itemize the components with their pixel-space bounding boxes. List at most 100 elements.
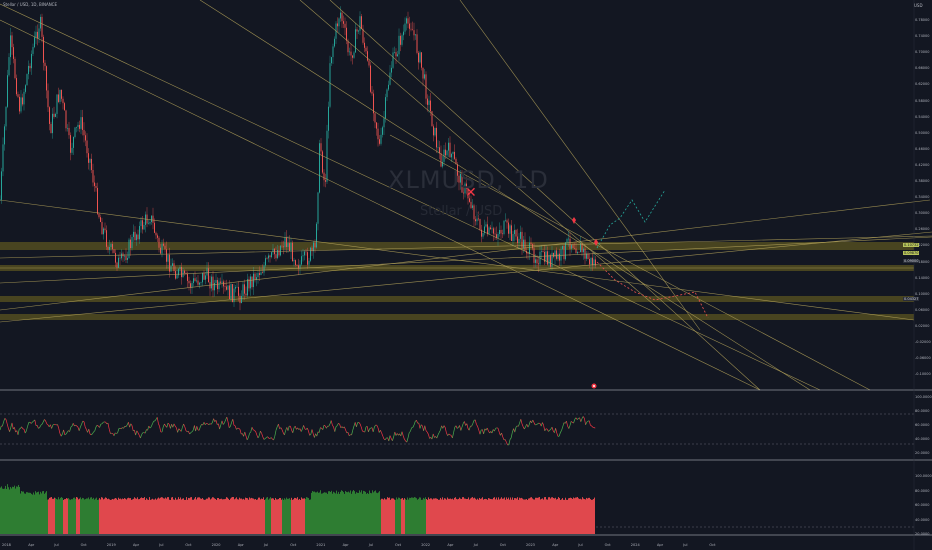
rsi-segment bbox=[266, 436, 268, 438]
volume-bar bbox=[548, 497, 549, 534]
candle-body bbox=[353, 52, 355, 58]
candle-body bbox=[292, 242, 293, 262]
time-axis-label: Jul bbox=[683, 543, 688, 547]
rsi-segment bbox=[302, 425, 304, 430]
rsi-segment bbox=[320, 427, 322, 429]
candle-body bbox=[245, 293, 247, 296]
candle-body bbox=[305, 251, 307, 253]
volume-bar bbox=[289, 498, 290, 534]
rsi-segment bbox=[483, 428, 486, 435]
volume-bar bbox=[55, 498, 56, 534]
rsi-segment bbox=[173, 423, 176, 427]
volume-bar bbox=[182, 498, 183, 534]
volume-bar bbox=[277, 499, 278, 534]
volume-bar bbox=[169, 499, 170, 534]
candle-body bbox=[254, 273, 256, 280]
rsi-segment bbox=[524, 426, 526, 430]
candle-body bbox=[505, 220, 506, 221]
volume-bar bbox=[365, 491, 366, 534]
rsi-segment bbox=[125, 424, 128, 427]
candle-body bbox=[142, 220, 143, 230]
rsi-segment bbox=[51, 424, 54, 429]
candle-body bbox=[226, 286, 227, 290]
candle-body bbox=[508, 222, 509, 234]
volume-bar bbox=[254, 499, 255, 534]
volume-bar bbox=[350, 490, 351, 534]
candle-body bbox=[592, 257, 593, 266]
volume-bar bbox=[405, 499, 406, 534]
volume-bar bbox=[272, 498, 273, 534]
candle-body bbox=[299, 264, 301, 269]
candle-body bbox=[496, 234, 497, 238]
volume-bar bbox=[194, 498, 195, 534]
rsi-segment bbox=[384, 437, 387, 441]
candle-body bbox=[376, 122, 377, 129]
rsi-segment bbox=[74, 424, 76, 427]
candle-body bbox=[166, 249, 167, 262]
volume-bar bbox=[384, 498, 385, 534]
volume-bar bbox=[452, 498, 453, 534]
time-axis-label: Jul bbox=[578, 543, 583, 547]
rsi-segment bbox=[188, 431, 190, 435]
rsi-segment bbox=[453, 427, 456, 433]
candle-body bbox=[56, 94, 58, 114]
volume-bar bbox=[209, 497, 210, 534]
rsi-segment bbox=[468, 425, 471, 431]
rsi-segment bbox=[392, 436, 394, 441]
rsi-segment bbox=[184, 426, 187, 431]
volume-bar bbox=[149, 497, 150, 534]
volume-bar bbox=[299, 498, 300, 534]
volume-bar bbox=[300, 499, 301, 534]
candle-body bbox=[479, 218, 481, 230]
rsi-segment bbox=[394, 431, 397, 436]
candle-body bbox=[2, 144, 4, 172]
rsi-segment bbox=[152, 421, 154, 425]
volume-bar bbox=[171, 497, 172, 534]
rsi-segment bbox=[14, 427, 16, 433]
candle-body bbox=[304, 251, 305, 256]
volume-bar bbox=[243, 498, 244, 534]
volume-bar bbox=[472, 497, 473, 534]
volume-bar bbox=[76, 497, 77, 534]
volume-bar bbox=[210, 499, 211, 534]
volume-bar bbox=[303, 498, 304, 534]
volume-bar bbox=[186, 497, 187, 534]
volume-bar bbox=[143, 498, 144, 534]
volume-bar bbox=[429, 499, 430, 534]
volume-bar bbox=[47, 499, 48, 534]
rsi-segment bbox=[99, 424, 102, 428]
volume-bar bbox=[551, 497, 552, 534]
volume-bar bbox=[112, 498, 113, 534]
volume-bar bbox=[356, 492, 357, 534]
rsi-segment bbox=[11, 422, 14, 429]
rsi-segment bbox=[84, 426, 87, 430]
candle-body bbox=[487, 224, 488, 235]
volume-bar bbox=[349, 492, 350, 534]
candle-body bbox=[67, 127, 68, 129]
candle-body bbox=[476, 218, 478, 222]
candle-body bbox=[367, 51, 368, 61]
volume-bar bbox=[286, 497, 287, 534]
volume-bar bbox=[242, 499, 243, 534]
rsi-segment bbox=[36, 425, 39, 429]
candle-body bbox=[409, 23, 410, 29]
candle-body bbox=[571, 244, 572, 249]
volume-bar bbox=[128, 497, 129, 534]
rsi-segment bbox=[380, 430, 382, 434]
candle-body bbox=[187, 274, 188, 281]
candle-body bbox=[23, 91, 25, 105]
volume-bar bbox=[244, 499, 245, 534]
candle-body bbox=[421, 52, 422, 68]
volume-bar bbox=[563, 499, 564, 534]
volume-bar bbox=[176, 499, 177, 534]
volume-bar bbox=[543, 499, 544, 534]
volume-bar bbox=[80, 497, 81, 534]
candle-body bbox=[337, 23, 338, 27]
candle-body bbox=[29, 65, 31, 69]
volume-bar bbox=[52, 498, 53, 534]
volume-bar bbox=[375, 490, 376, 534]
rsi-segment bbox=[472, 420, 475, 424]
volume-bar bbox=[422, 499, 423, 534]
